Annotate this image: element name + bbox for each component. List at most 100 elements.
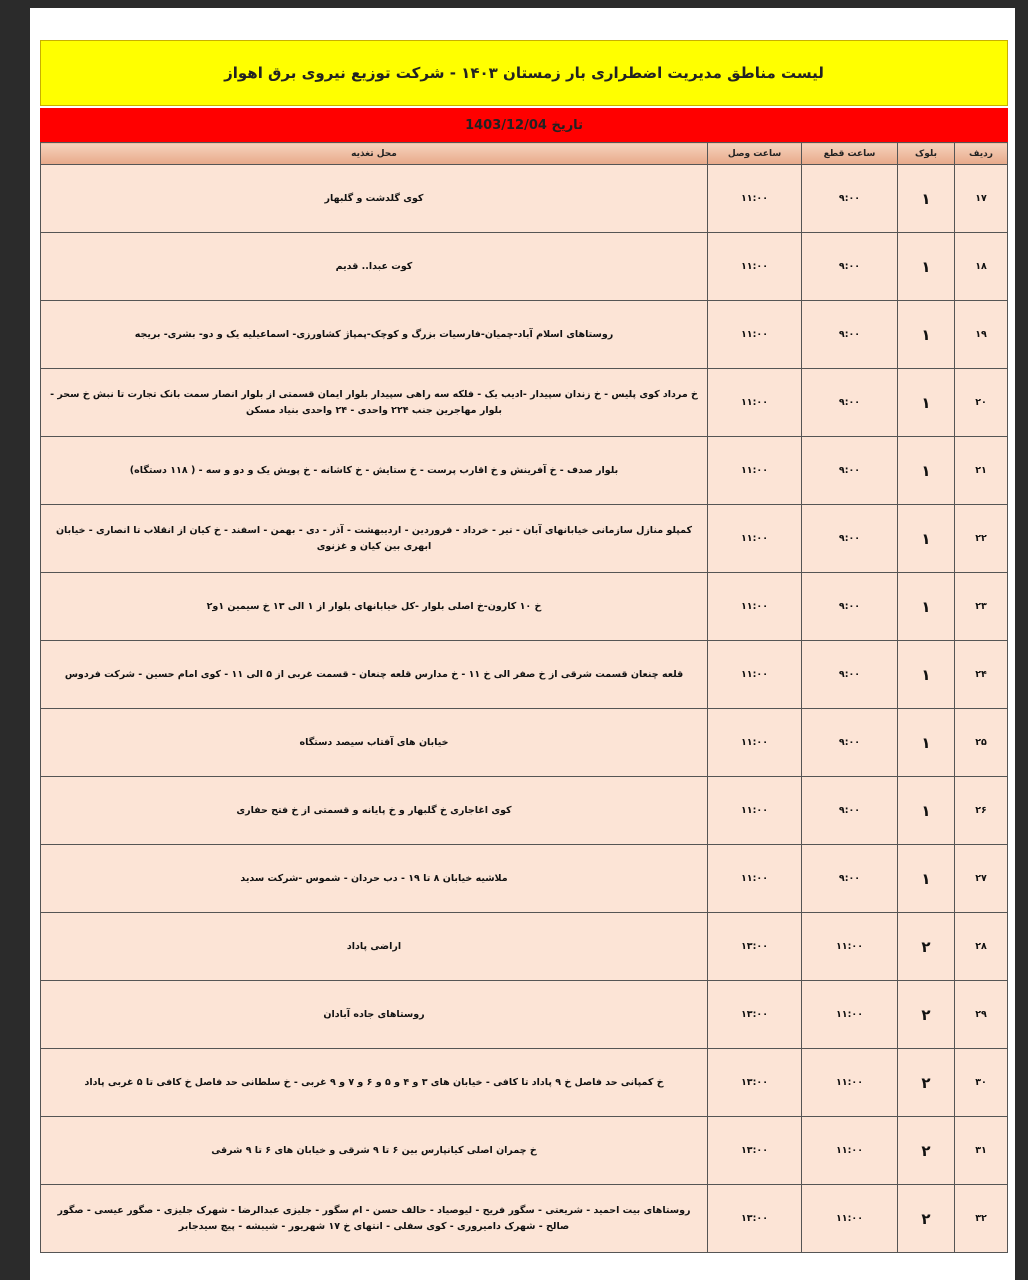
table-row: ۲۹ ۲ ۱۱:۰۰ ۱۳:۰۰ روستاهای جاده آبادان bbox=[40, 980, 1008, 1049]
cut-time: ۱۱:۰۰ bbox=[801, 912, 898, 981]
table-row: ۲۲ ۱ ۹:۰۰ ۱۱:۰۰ کمپلو منازل سازمانی خیابانها… bbox=[40, 504, 1008, 573]
table-row: ۲۱ ۱ ۹:۰۰ ۱۱:۰۰ بلوار صدف - خ آفرینش و خ اقا… bbox=[40, 436, 1008, 505]
row-number: ۳۲ bbox=[954, 1184, 1008, 1253]
block-number: ۱ bbox=[897, 572, 955, 641]
restore-time: ۱۳:۰۰ bbox=[707, 912, 802, 981]
area-description: قلعه چنعان قسمت شرقی از خ صفر الی خ ۱۱ -… bbox=[40, 640, 708, 709]
area-description: کوت عبدا.. قدیم bbox=[40, 232, 708, 301]
restore-time: ۱۱:۰۰ bbox=[707, 844, 802, 913]
header-cut-time: ساعت قطع bbox=[801, 142, 898, 165]
row-number: ۲۳ bbox=[954, 572, 1008, 641]
cut-time: ۱۱:۰۰ bbox=[801, 1184, 898, 1253]
row-number: ۲۱ bbox=[954, 436, 1008, 505]
row-number: ۲۵ bbox=[954, 708, 1008, 777]
block-number: ۱ bbox=[897, 436, 955, 505]
table-row: ۲۴ ۱ ۹:۰۰ ۱۱:۰۰ قلعه چنعان قسمت شرقی از خ صف… bbox=[40, 640, 1008, 709]
area-description: کمپلو منازل سازمانی خیابانهای آبان - تیر… bbox=[40, 504, 708, 573]
row-number: ۲۲ bbox=[954, 504, 1008, 573]
cut-time: ۹:۰۰ bbox=[801, 232, 898, 301]
block-number: ۱ bbox=[897, 300, 955, 369]
block-number: ۲ bbox=[897, 1184, 955, 1253]
restore-time: ۱۱:۰۰ bbox=[707, 300, 802, 369]
area-description: خ مرداد کوی پلیس - خ زندان سپیدار -ادیب … bbox=[40, 368, 708, 437]
block-number: ۲ bbox=[897, 912, 955, 981]
header-row-number: ردیف bbox=[954, 142, 1008, 165]
table-row: ۲۶ ۱ ۹:۰۰ ۱۱:۰۰ کوی اغاجاری خ گلبهار و خ پای… bbox=[40, 776, 1008, 845]
block-number: ۲ bbox=[897, 1116, 955, 1185]
restore-time: ۱۳:۰۰ bbox=[707, 1184, 802, 1253]
restore-time: ۱۳:۰۰ bbox=[707, 1048, 802, 1117]
area-description: خیابان های آفتاب سیصد دستگاه bbox=[40, 708, 708, 777]
area-description: روستاهای اسلام آباد-چمیان-فارسیات بزرگ و… bbox=[40, 300, 708, 369]
table-row: ۱۷ ۱ ۹:۰۰ ۱۱:۰۰ کوی گلدشت و گلبهار bbox=[40, 164, 1008, 233]
row-number: ۲۹ bbox=[954, 980, 1008, 1049]
block-number: ۱ bbox=[897, 368, 955, 437]
restore-time: ۱۳:۰۰ bbox=[707, 980, 802, 1049]
area-description: روستاهای جاده آبادان bbox=[40, 980, 708, 1049]
area-description: کوی گلدشت و گلبهار bbox=[40, 164, 708, 233]
schedule-table: ردیف بلوک ساعت قطع ساعت وصل محل تغذیه ۱۷… bbox=[40, 142, 1008, 1253]
cut-time: ۹:۰۰ bbox=[801, 164, 898, 233]
row-number: ۲۸ bbox=[954, 912, 1008, 981]
header-area: محل تغذیه bbox=[40, 142, 708, 165]
restore-time: ۱۱:۰۰ bbox=[707, 436, 802, 505]
area-description: بلوار صدف - خ آفرینش و خ اقارب پرست - خ … bbox=[40, 436, 708, 505]
cut-time: ۹:۰۰ bbox=[801, 436, 898, 505]
restore-time: ۱۱:۰۰ bbox=[707, 368, 802, 437]
block-number: ۱ bbox=[897, 640, 955, 709]
cut-time: ۹:۰۰ bbox=[801, 640, 898, 709]
restore-time: ۱۱:۰۰ bbox=[707, 708, 802, 777]
row-number: ۱۸ bbox=[954, 232, 1008, 301]
row-number: ۲۴ bbox=[954, 640, 1008, 709]
row-number: ۱۷ bbox=[954, 164, 1008, 233]
restore-time: ۱۱:۰۰ bbox=[707, 640, 802, 709]
table-row: ۳۲ ۲ ۱۱:۰۰ ۱۳:۰۰ روستاهای بیت احمید - شریعتی… bbox=[40, 1184, 1008, 1253]
block-number: ۲ bbox=[897, 1048, 955, 1117]
block-number: ۱ bbox=[897, 776, 955, 845]
restore-time: ۱۳:۰۰ bbox=[707, 1116, 802, 1185]
area-description: خ کمپانی حد فاصل خ ۹ پاداد تا کافی - خیا… bbox=[40, 1048, 708, 1117]
cut-time: ۹:۰۰ bbox=[801, 708, 898, 777]
area-description: کوی اغاجاری خ گلبهار و خ پایانه و قسمتی … bbox=[40, 776, 708, 845]
header-block: بلوک bbox=[897, 142, 955, 165]
area-description: ملاشیه خیابان ۸ تا ۱۹ - دب حردان - شموس … bbox=[40, 844, 708, 913]
cut-time: ۱۱:۰۰ bbox=[801, 1116, 898, 1185]
cut-time: ۹:۰۰ bbox=[801, 844, 898, 913]
row-number: ۳۱ bbox=[954, 1116, 1008, 1185]
restore-time: ۱۱:۰۰ bbox=[707, 232, 802, 301]
restore-time: ۱۱:۰۰ bbox=[707, 164, 802, 233]
restore-time: ۱۱:۰۰ bbox=[707, 572, 802, 641]
table-row: ۲۸ ۲ ۱۱:۰۰ ۱۳:۰۰ اراضی پاداد bbox=[40, 912, 1008, 981]
cut-time: ۹:۰۰ bbox=[801, 300, 898, 369]
document-title: لیست مناطق مدیریت اضطراری بار زمستان ۱۴۰… bbox=[40, 40, 1008, 106]
row-number: ۲۰ bbox=[954, 368, 1008, 437]
row-number: ۳۰ bbox=[954, 1048, 1008, 1117]
outage-schedule: لیست مناطق مدیریت اضطراری بار زمستان ۱۴۰… bbox=[40, 40, 1008, 1253]
block-number: ۱ bbox=[897, 708, 955, 777]
table-row: ۲۷ ۱ ۹:۰۰ ۱۱:۰۰ ملاشیه خیابان ۸ تا ۱۹ - دب ح… bbox=[40, 844, 1008, 913]
document-date: تاریخ 1403/12/04 bbox=[40, 108, 1008, 142]
table-row: ۱۹ ۱ ۹:۰۰ ۱۱:۰۰ روستاهای اسلام آباد-چمیان-فا… bbox=[40, 300, 1008, 369]
restore-time: ۱۱:۰۰ bbox=[707, 776, 802, 845]
table-row: ۳۰ ۲ ۱۱:۰۰ ۱۳:۰۰ خ کمپانی حد فاصل خ ۹ پاداد … bbox=[40, 1048, 1008, 1117]
cut-time: ۱۱:۰۰ bbox=[801, 980, 898, 1049]
cut-time: ۹:۰۰ bbox=[801, 368, 898, 437]
block-number: ۱ bbox=[897, 504, 955, 573]
restore-time: ۱۱:۰۰ bbox=[707, 504, 802, 573]
area-description: خ ۱۰ کارون-خ اصلی بلوار -کل خیابانهای بل… bbox=[40, 572, 708, 641]
header-restore-time: ساعت وصل bbox=[707, 142, 802, 165]
block-number: ۱ bbox=[897, 844, 955, 913]
table-row: ۳۱ ۲ ۱۱:۰۰ ۱۳:۰۰ خ چمران اصلی کیانپارس بین ۶… bbox=[40, 1116, 1008, 1185]
area-description: اراضی پاداد bbox=[40, 912, 708, 981]
row-number: ۲۷ bbox=[954, 844, 1008, 913]
block-number: ۲ bbox=[897, 980, 955, 1049]
block-number: ۱ bbox=[897, 164, 955, 233]
cut-time: ۹:۰۰ bbox=[801, 504, 898, 573]
header-row: ردیف بلوک ساعت قطع ساعت وصل محل تغذیه bbox=[40, 142, 1008, 165]
table-row: ۲۰ ۱ ۹:۰۰ ۱۱:۰۰ خ مرداد کوی پلیس - خ زندان س… bbox=[40, 368, 1008, 437]
cut-time: ۹:۰۰ bbox=[801, 776, 898, 845]
block-number: ۱ bbox=[897, 232, 955, 301]
cut-time: ۱۱:۰۰ bbox=[801, 1048, 898, 1117]
row-number: ۲۶ bbox=[954, 776, 1008, 845]
area-description: خ چمران اصلی کیانپارس بین ۶ تا ۹ شرقی و … bbox=[40, 1116, 708, 1185]
